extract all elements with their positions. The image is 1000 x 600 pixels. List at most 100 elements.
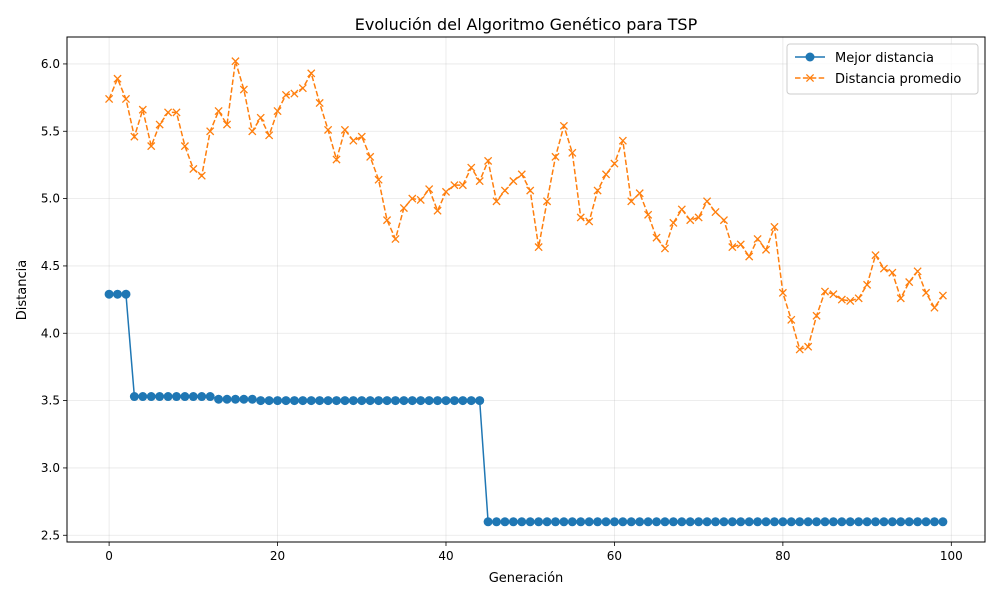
data-point — [787, 315, 796, 324]
data-point — [913, 517, 923, 527]
data-point — [770, 222, 779, 231]
x-tick-label: 40 — [438, 549, 453, 563]
x-tick-label: 60 — [607, 549, 622, 563]
series-layer — [104, 57, 948, 527]
data-point — [324, 125, 333, 134]
data-point — [290, 89, 299, 98]
data-point — [652, 233, 661, 242]
data-point — [197, 392, 207, 402]
data-point — [349, 136, 358, 145]
data-point — [644, 210, 653, 219]
data-point — [484, 156, 493, 165]
data-point — [652, 517, 662, 527]
y-tick-label: 5.5 — [41, 124, 60, 138]
data-point — [357, 132, 366, 141]
data-point — [348, 396, 358, 406]
data-point — [643, 517, 653, 527]
data-point — [248, 127, 257, 136]
legend-label: Mejor distancia — [835, 51, 934, 66]
series-line — [108, 61, 944, 351]
data-point — [138, 105, 147, 114]
data-point — [450, 181, 459, 190]
data-point — [281, 396, 291, 406]
legend-box — [786, 43, 979, 95]
data-point — [896, 294, 905, 303]
data-point — [618, 136, 627, 145]
data-point — [138, 392, 148, 402]
data-point — [105, 94, 114, 104]
data-point — [685, 517, 695, 527]
data-point — [534, 243, 543, 252]
data-point — [845, 517, 855, 527]
data-point — [905, 278, 914, 287]
data-point — [374, 396, 384, 406]
data-point — [871, 251, 880, 260]
series-2 — [105, 57, 947, 354]
data-point — [239, 85, 248, 94]
data-point — [121, 289, 131, 299]
data-point — [433, 396, 443, 406]
data-point — [812, 311, 821, 320]
data-point — [929, 517, 939, 527]
data-point — [846, 296, 855, 306]
data-point — [576, 213, 585, 222]
data-point — [879, 264, 888, 273]
data-point — [366, 152, 375, 161]
data-point — [407, 396, 417, 406]
data-point — [710, 517, 720, 527]
data-point — [425, 185, 434, 194]
legend-marker — [805, 52, 815, 62]
data-point — [863, 280, 872, 289]
data-point — [247, 394, 257, 404]
x-tick-label: 0 — [105, 549, 113, 563]
data-point — [424, 396, 434, 406]
data-point — [466, 396, 476, 406]
data-point — [256, 396, 266, 406]
data-point — [736, 240, 745, 249]
data-point — [298, 396, 308, 406]
data-point — [264, 396, 274, 406]
data-point — [736, 517, 746, 527]
data-point — [525, 517, 535, 527]
data-point — [938, 291, 947, 300]
x-tick-label: 100 — [940, 549, 963, 563]
y-tick-label: 4.5 — [41, 259, 60, 273]
data-point — [155, 392, 165, 402]
data-point — [694, 213, 703, 222]
data-point — [635, 189, 644, 198]
legend-marker — [805, 73, 815, 83]
x-axis-label: Generación — [489, 571, 564, 586]
data-point — [761, 517, 771, 527]
data-point — [104, 289, 114, 299]
data-point — [492, 197, 501, 206]
data-point — [609, 517, 619, 527]
data-point — [340, 125, 349, 134]
data-point — [668, 517, 678, 527]
y-tick-label: 6.0 — [41, 57, 60, 71]
legend-entry: Mejor distancia — [795, 51, 934, 66]
data-point — [568, 148, 577, 157]
data-point — [854, 517, 864, 527]
data-point — [214, 107, 223, 116]
data-point — [357, 396, 367, 406]
data-point — [871, 517, 881, 527]
y-tick-label: 2.5 — [41, 528, 60, 542]
data-point — [298, 84, 307, 93]
data-point — [458, 181, 467, 190]
data-point — [610, 159, 619, 168]
data-point — [332, 155, 341, 164]
data-point — [164, 108, 173, 117]
data-point — [500, 517, 510, 527]
data-point — [492, 517, 502, 527]
data-point — [399, 396, 409, 406]
data-point — [517, 170, 526, 179]
data-point — [180, 142, 189, 151]
data-point — [332, 396, 342, 406]
data-point — [416, 396, 426, 406]
data-point — [761, 245, 771, 254]
data-point — [382, 216, 392, 225]
data-point — [475, 177, 484, 186]
data-point — [804, 342, 813, 351]
data-point — [879, 517, 889, 527]
